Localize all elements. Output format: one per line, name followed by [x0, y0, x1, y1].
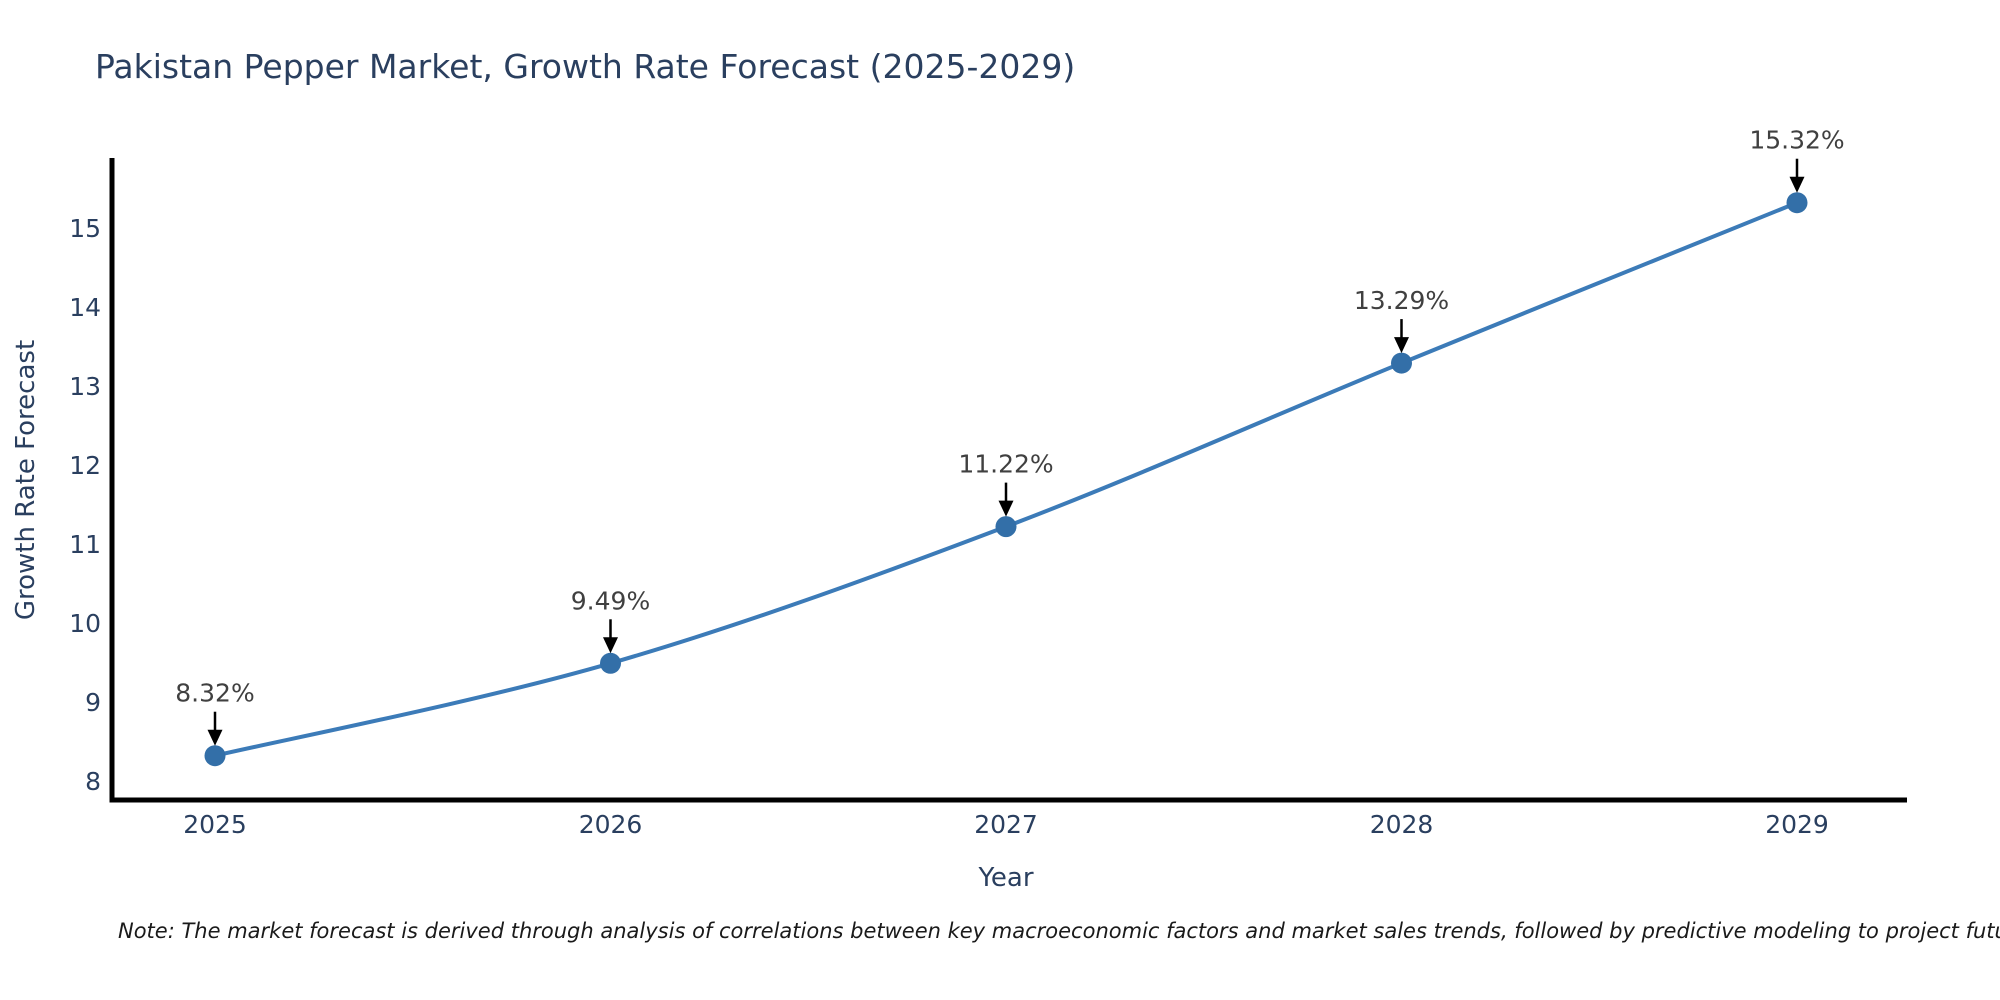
annotation-label-2025: 8.32% — [175, 679, 254, 708]
y-tick-11: 11 — [69, 530, 101, 559]
data-point-markers — [204, 192, 1808, 767]
annotation-arrowhead-icon — [207, 729, 223, 746]
annotation-label-2028: 13.29% — [1354, 286, 1449, 315]
y-tick-10: 10 — [69, 609, 101, 638]
data-point-annotations: 8.32% 9.49% 11.22% 13.29% 15.32% — [175, 126, 1845, 746]
y-tick-8: 8 — [85, 767, 101, 796]
axis-lines — [109, 158, 1907, 803]
x-tick-2027: 2027 — [974, 810, 1038, 839]
x-tick-2026: 2026 — [579, 810, 643, 839]
y-tick-13: 13 — [69, 372, 101, 401]
annotation-label-2029: 15.32% — [1749, 126, 1844, 155]
annotation-arrowhead-icon — [1789, 176, 1805, 193]
y-tick-12: 12 — [69, 451, 101, 480]
annotation-label-2027: 11.22% — [958, 450, 1053, 479]
y-tick-9: 9 — [85, 688, 101, 717]
y-tick-15: 15 — [69, 214, 101, 243]
annotation-arrowhead-icon — [603, 637, 618, 654]
x-axis-title: Year — [977, 863, 1033, 893]
annotation-label-2026: 9.49% — [571, 586, 650, 615]
data-point-2026[interactable] — [600, 652, 621, 674]
forecast-line-series — [213, 200, 1799, 758]
annotation-arrowhead-icon — [998, 500, 1014, 517]
x-axis-tick-labels: 2025 2026 2027 2028 2029 — [183, 810, 1829, 839]
chart-footnote: Note: The market forecast is derived thr… — [118, 919, 2000, 943]
x-tick-2025: 2025 — [183, 810, 247, 839]
x-tick-2028: 2028 — [1370, 810, 1434, 839]
data-point-2027[interactable] — [995, 516, 1017, 538]
data-point-2025[interactable] — [204, 745, 226, 767]
data-point-2029[interactable] — [1786, 192, 1808, 214]
y-axis-tick-labels: 8 9 10 11 12 13 14 15 — [69, 214, 101, 796]
x-tick-2029: 2029 — [1765, 810, 1829, 839]
y-tick-14: 14 — [69, 293, 101, 322]
y-axis-title: Growth Rate Forecast — [11, 340, 41, 620]
forecast-line — [213, 200, 1799, 758]
annotation-arrowhead-icon — [1394, 337, 1409, 354]
chart-title: Pakistan Pepper Market, Growth Rate Fore… — [95, 47, 1075, 86]
data-point-2028[interactable] — [1391, 352, 1412, 374]
